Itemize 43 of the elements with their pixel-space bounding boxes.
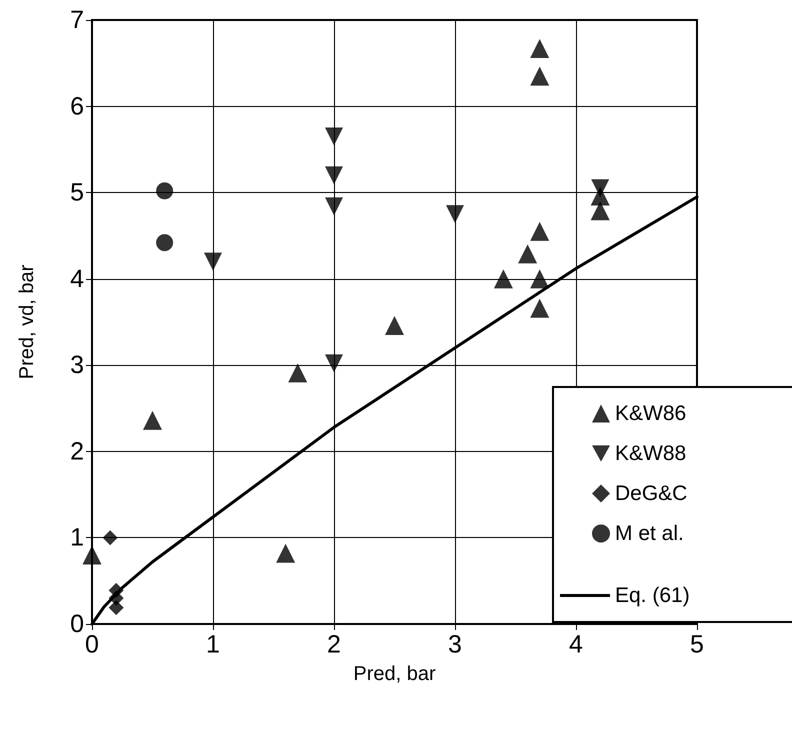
point [325, 166, 343, 184]
y-tick-label: 6 [70, 92, 84, 120]
legend-label: Eq. (61) [615, 584, 690, 607]
point [530, 222, 550, 241]
x-tick-label: 3 [448, 630, 462, 658]
point [446, 205, 464, 224]
point [530, 298, 550, 318]
y-tick-label: 5 [70, 178, 84, 207]
point [108, 600, 124, 616]
x-tick-label: 4 [569, 630, 584, 658]
point [385, 316, 404, 335]
y-tick-label: 1 [70, 524, 84, 552]
x-tick-label: 5 [690, 630, 704, 658]
point [325, 354, 343, 372]
legend-label: K&W88 [615, 442, 686, 465]
point [518, 244, 538, 264]
point [156, 182, 174, 200]
y-tick-label: 7 [70, 6, 84, 34]
x-tick-label: 1 [206, 630, 220, 658]
point [143, 410, 162, 430]
legend-label: M et al. [615, 522, 684, 545]
point [325, 197, 343, 216]
y-tick-label: 3 [70, 351, 84, 380]
point [288, 363, 308, 382]
point [325, 127, 343, 146]
point [204, 252, 222, 271]
point [530, 269, 550, 288]
y-tick-label: 2 [70, 437, 84, 466]
point [102, 530, 118, 546]
point [494, 269, 513, 288]
x-tick-label: 2 [327, 630, 341, 658]
point [530, 38, 550, 58]
point [530, 66, 550, 86]
legend-label: K&W86 [615, 402, 686, 425]
point [156, 234, 174, 252]
y-tick-label: 4 [70, 264, 84, 293]
point [591, 179, 610, 198]
point [590, 201, 610, 220]
y-axis-title: Pred, vd, bar [16, 264, 38, 380]
y-tick-label: 0 [70, 610, 84, 638]
x-axis-title: Pred, bar [353, 663, 436, 685]
point [276, 544, 296, 563]
legend-label: DeG&C [615, 482, 688, 505]
